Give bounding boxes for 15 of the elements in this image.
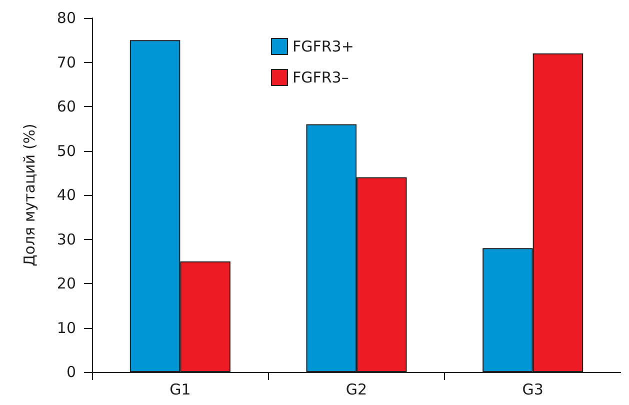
- y-tick-label: 20: [56, 274, 76, 292]
- x-tick-label: G3: [522, 380, 544, 398]
- x-tick-label: G2: [346, 380, 368, 398]
- y-tick-label: 60: [56, 98, 76, 116]
- y-tick-label: 10: [56, 318, 76, 337]
- y-tick-label: 0: [66, 363, 76, 381]
- y-tick-label: 80: [56, 9, 76, 27]
- legend-label: FGFR3–: [292, 68, 349, 86]
- y-tick-label: 70: [56, 53, 76, 72]
- y-tick-label: 50: [56, 142, 76, 160]
- y-tick-label: 30: [56, 230, 76, 248]
- x-tick-label: G1: [170, 380, 191, 398]
- y-axis-title: Доля мутаций (%): [20, 124, 38, 266]
- y-tick-label: 40: [56, 186, 76, 204]
- legend-label: FGFR3+: [292, 38, 354, 56]
